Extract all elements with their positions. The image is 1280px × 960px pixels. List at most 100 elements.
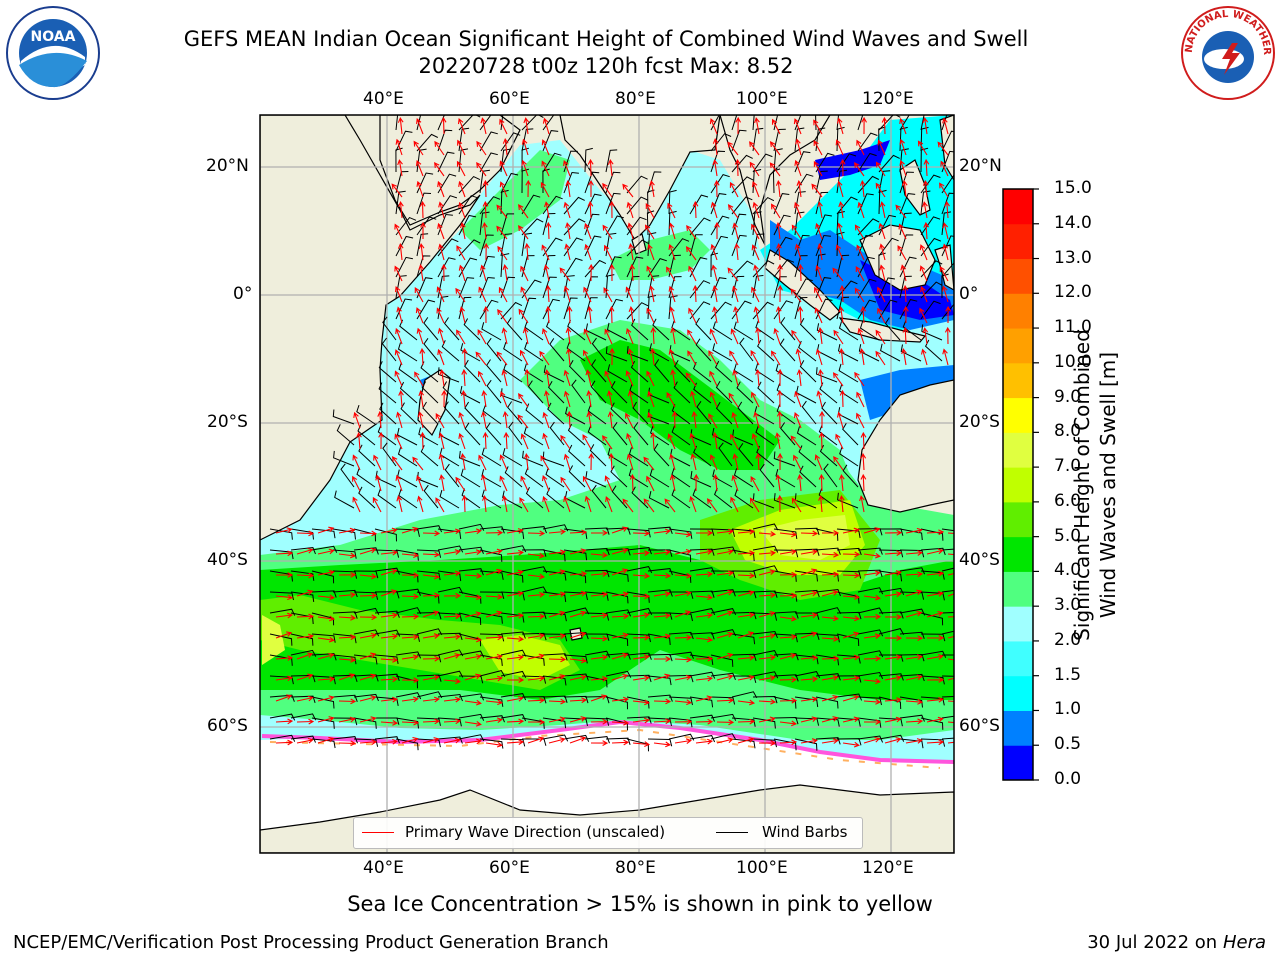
lon-label-top: 120°E [862,89,914,109]
wave-arrow [584,495,592,513]
wind-barb [773,115,779,131]
wave-arrow [626,432,634,450]
wind-barb [920,237,941,257]
lon-label-top: 80°E [615,89,656,109]
wind-barb [695,338,712,362]
wave-arrow [708,413,718,429]
wave-arrow [542,432,550,450]
wind-barb [521,611,547,620]
wave-arrow [942,222,949,240]
wave-arrow [625,286,634,303]
wave-arrow [653,528,672,535]
wave-arrow [506,739,525,745]
wave-arrow [584,243,592,261]
wind-barb [584,717,610,726]
wave-arrow [864,719,882,725]
wave-arrow [922,201,928,219]
wave-arrow [416,327,424,345]
wave-arrow [688,307,697,324]
wind-barb [269,654,293,666]
wave-arrow [548,656,567,663]
wind-barb [689,696,714,708]
wind-barb [899,171,914,194]
wave-arrow [460,453,466,471]
wave-arrow [527,530,546,537]
wave-arrow [485,653,503,660]
wave-arrow [506,528,524,534]
wind-barb [941,630,954,635]
wave-arrow [527,591,546,598]
wind-barb [481,447,502,467]
wave-arrow [716,737,734,744]
wave-arrow [842,551,861,558]
wind-barb [857,278,877,299]
wave-arrow [396,495,403,513]
wind-barb [819,444,838,467]
wave-arrow [779,720,798,727]
colorbar-segment [1003,397,1033,433]
wave-arrow [716,589,734,597]
wave-arrow [611,591,629,598]
wave-arrow [884,635,903,641]
wave-arrow [854,371,865,387]
wave-arrow [548,633,566,640]
wave-arrow [603,244,613,261]
wave-arrow [422,551,441,558]
wave-arrow [905,654,923,661]
wave-arrow [670,369,676,387]
wind-barb [857,607,884,615]
wave-arrow [352,454,361,471]
wind-barb [395,717,419,729]
wave-arrow [947,553,954,556]
wind-barb [857,234,873,257]
wave-arrow [502,137,509,156]
wave-arrow [709,454,718,471]
wave-arrow [814,454,823,471]
wave-arrow [730,496,739,513]
wave-arrow [776,242,782,261]
wave-arrow [609,263,615,282]
wind-barb [525,403,544,425]
wind-barb [689,567,716,575]
wave-arrow [794,243,802,261]
wave-arrow [627,390,634,408]
wind-barb [584,547,610,556]
wind-barb [442,381,460,404]
wind-barb [437,717,462,727]
wave-arrow [540,455,550,471]
wave-arrow [917,140,928,156]
wind-barb [397,447,418,467]
wave-arrow [604,475,613,492]
wind-barb [542,717,567,729]
wind-barb [712,321,733,341]
wind-barb [878,126,886,152]
wind-barb [755,425,775,446]
wind-barb [736,381,754,404]
wind-barb [542,612,567,622]
wind-barb [815,737,841,745]
wave-arrow [922,117,929,135]
wind-barb [418,427,439,446]
wind-barb [607,364,628,383]
wind-barb [485,422,502,446]
wave-arrow [856,391,865,408]
wind-barb [542,237,563,257]
wind-barb [710,696,736,705]
lon-label-bottom: 100°E [736,858,788,878]
wind-barb [416,717,441,726]
wind-barb [610,380,628,404]
wind-barb [500,388,523,404]
wind-barb [500,693,527,701]
wind-barb [710,589,736,597]
wind-barb [479,211,490,236]
wave-arrow [480,264,487,282]
wave-arrow [611,632,629,639]
wave-arrow [416,180,424,198]
wave-arrow [590,552,609,558]
wind-barb [668,549,692,563]
wind-barb [626,175,648,194]
wind-barb [422,401,439,425]
wind-barb [920,717,944,730]
wave-arrow [939,182,949,198]
wind-barb [459,385,481,404]
